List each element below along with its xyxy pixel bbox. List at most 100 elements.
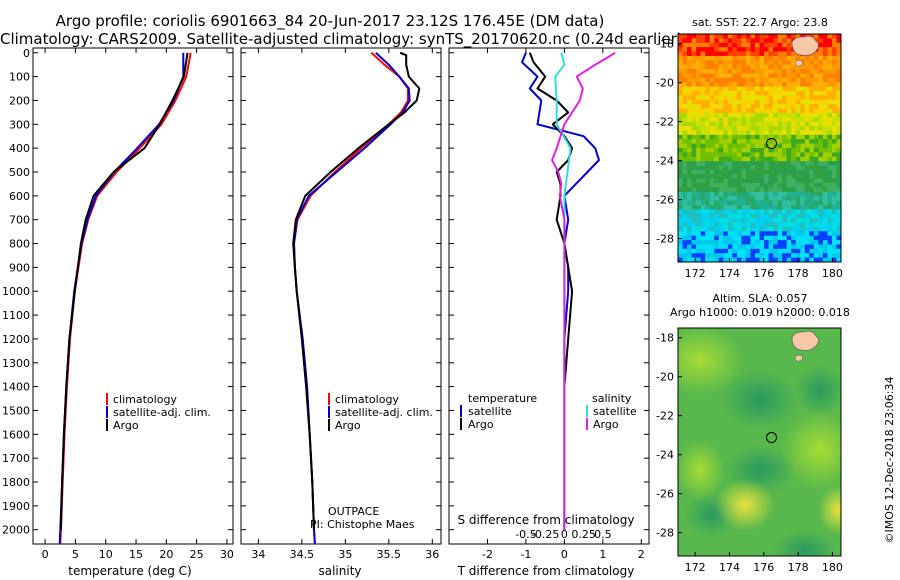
sst-cell	[682, 104, 688, 109]
sst-cell	[800, 104, 806, 109]
sst-cell	[732, 134, 738, 140]
sst-cell	[700, 196, 706, 202]
sst-cell	[764, 196, 769, 202]
sst-cell	[831, 42, 837, 48]
sst-cell	[700, 130, 706, 136]
sst-cell	[718, 169, 724, 175]
sst-cell	[696, 196, 702, 202]
sst-cell	[795, 178, 801, 184]
sst-cell	[822, 200, 828, 206]
sst-cell	[687, 174, 692, 180]
sst-cell	[714, 165, 720, 171]
sst-cell	[696, 104, 702, 109]
sst-cell	[764, 42, 769, 48]
sst-cell	[786, 213, 792, 219]
sst-cell	[813, 240, 819, 245]
sst-cell	[764, 38, 769, 44]
sst-cell	[795, 126, 801, 131]
sst-cell	[831, 104, 837, 109]
sst-cell	[764, 226, 769, 232]
sst-cell	[831, 34, 837, 39]
sst-cell	[764, 156, 769, 162]
sst-cell	[687, 82, 692, 88]
sst-cell	[709, 112, 715, 118]
sst-cell	[786, 240, 792, 245]
sst-cell	[759, 64, 765, 70]
legend-swatch-climatology	[328, 393, 330, 405]
sst-cell	[750, 161, 756, 166]
sst-cell	[745, 51, 751, 57]
small-island-sla	[794, 354, 803, 362]
sst-cell	[768, 108, 774, 114]
sst-cell	[768, 69, 774, 74]
sst-cell	[736, 64, 742, 70]
sst-cell	[795, 130, 801, 136]
sst-cell	[818, 38, 824, 44]
sst-cell	[768, 148, 774, 153]
sst-cell	[732, 82, 738, 88]
sst-cell	[759, 178, 765, 184]
sst-cell	[768, 73, 774, 79]
sst-cell	[795, 77, 801, 83]
sst-cell	[795, 213, 801, 219]
sst-cell	[727, 196, 733, 202]
temperature-xlabel: temperature (deg C)	[68, 564, 191, 578]
sst-cell	[782, 226, 788, 232]
sst-cell	[818, 222, 824, 228]
sst-cell	[718, 244, 724, 250]
s-diff-tick-label: -0.5	[515, 528, 536, 541]
sst-cell	[696, 139, 702, 145]
sst-cell	[777, 117, 783, 123]
sst-cell	[718, 156, 724, 162]
sst-cell	[714, 91, 720, 96]
sst-cell	[750, 209, 756, 215]
sst-cell	[809, 205, 815, 210]
salinity-legend: climatology satellite-adj. clim. Argo	[328, 393, 433, 432]
sst-cell	[822, 183, 828, 188]
sst-cell	[732, 51, 738, 57]
sst-cell	[768, 178, 774, 184]
sst-cell	[732, 187, 738, 193]
sst-cell	[759, 209, 765, 215]
sst-cell	[764, 205, 769, 210]
sst-cell	[682, 165, 688, 171]
sst-cell	[768, 117, 774, 123]
sst-cell	[764, 209, 769, 215]
sst-cell	[741, 253, 747, 259]
sst-cell	[786, 161, 792, 166]
sst-cell	[714, 104, 720, 109]
sst-cell	[831, 55, 837, 61]
sst-cell	[700, 226, 706, 232]
sst-cell	[831, 218, 837, 223]
sst-cell	[687, 73, 692, 79]
sst-cell	[836, 77, 842, 83]
sst-cell	[754, 191, 760, 197]
sst-cell	[745, 126, 751, 131]
sst-cell	[750, 183, 756, 188]
sst-cell	[741, 42, 747, 48]
sst-cell	[759, 156, 765, 162]
sst-cell	[813, 191, 819, 197]
sst-cell	[822, 196, 828, 202]
difference-xlabel-top: S difference from climatology	[458, 513, 635, 527]
sst-cell	[691, 187, 697, 193]
sst-cell	[687, 91, 692, 96]
sst-cell	[727, 134, 733, 140]
sst-cell	[750, 126, 756, 131]
sst-cell	[745, 112, 751, 118]
sst-cell	[813, 117, 819, 123]
sst-cell	[795, 112, 801, 118]
sst-cell	[809, 60, 815, 66]
sst-cell	[700, 86, 706, 92]
s-diff-tick-label: 0.5	[594, 528, 612, 541]
sst-cell	[768, 60, 774, 66]
series-line-argo	[59, 52, 189, 530]
sst-cell	[696, 51, 702, 57]
legend-label-t-argo: Argo	[468, 418, 494, 431]
sst-cell	[705, 112, 711, 118]
sst-cell	[818, 139, 824, 145]
sst-cell	[750, 104, 756, 109]
sst-cell	[750, 51, 756, 57]
sst-cell	[759, 196, 765, 202]
sst-cell	[709, 196, 715, 202]
